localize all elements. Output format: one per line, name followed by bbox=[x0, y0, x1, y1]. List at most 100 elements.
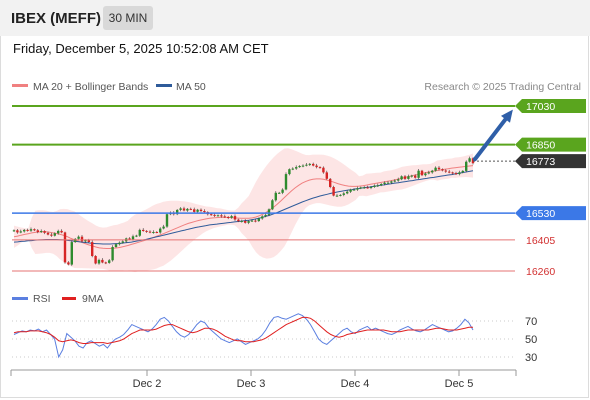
candle-body bbox=[213, 214, 216, 216]
candle-body bbox=[67, 262, 70, 265]
candle-body bbox=[186, 208, 189, 211]
target-tag bbox=[515, 99, 586, 113]
candle-body bbox=[305, 164, 308, 166]
candle-body bbox=[257, 218, 260, 222]
x-tick-label: Dec 3 bbox=[237, 378, 266, 390]
candle-body bbox=[363, 187, 366, 189]
candle-body bbox=[40, 231, 43, 233]
candle-body bbox=[43, 231, 46, 233]
candle-body bbox=[63, 232, 67, 263]
candle-body bbox=[138, 229, 141, 236]
candle-body bbox=[414, 175, 417, 178]
chart-frame bbox=[0, 36, 589, 398]
candle-body bbox=[104, 262, 107, 264]
candle-body bbox=[369, 187, 373, 188]
candle-body bbox=[373, 185, 376, 187]
header-bar bbox=[0, 0, 590, 36]
rsi-ma-legend-label: 9MA bbox=[82, 293, 104, 305]
candle-body bbox=[84, 240, 87, 242]
candle-body bbox=[77, 236, 80, 239]
candle-body bbox=[16, 230, 19, 233]
candle-body bbox=[210, 214, 213, 216]
candle-body bbox=[135, 235, 138, 237]
candle-body bbox=[441, 169, 444, 171]
candle-body bbox=[97, 259, 101, 264]
candle-body bbox=[267, 209, 271, 215]
timeframe-button[interactable]: 30 MIN bbox=[103, 6, 153, 30]
candle-body bbox=[261, 216, 264, 219]
candle-body bbox=[23, 229, 26, 232]
candle-body bbox=[216, 215, 220, 217]
candle-body bbox=[12, 230, 16, 232]
bollinger-band bbox=[14, 148, 473, 273]
rsi-tick-label: 30 bbox=[525, 352, 537, 364]
candle-body bbox=[417, 170, 420, 178]
candle-body bbox=[155, 232, 158, 233]
price-plot-area bbox=[12, 148, 475, 273]
candle-body bbox=[189, 208, 192, 210]
ma20-legend-swatch bbox=[12, 84, 28, 87]
candle-body bbox=[237, 219, 240, 222]
candle-body bbox=[400, 176, 403, 180]
rsi-line bbox=[13, 313, 474, 359]
candle-body bbox=[74, 238, 77, 243]
x-tick-label: Dec 4 bbox=[341, 378, 370, 390]
candle-body bbox=[352, 189, 356, 191]
candle-body bbox=[128, 238, 131, 240]
candle-body bbox=[376, 185, 379, 187]
candle-body bbox=[179, 208, 182, 210]
candle-body bbox=[176, 209, 179, 215]
candle-body bbox=[437, 167, 441, 170]
candle-body bbox=[162, 226, 165, 229]
candle-body bbox=[101, 259, 104, 263]
candle-body bbox=[332, 187, 335, 196]
candle-body bbox=[46, 232, 50, 235]
candle-body bbox=[57, 230, 60, 234]
candle-body bbox=[386, 182, 390, 184]
candle-body bbox=[87, 240, 90, 242]
candle-body bbox=[349, 189, 352, 192]
candle-body bbox=[410, 175, 413, 177]
candle-body bbox=[108, 260, 111, 263]
candle-body bbox=[335, 195, 339, 197]
candle-body bbox=[247, 221, 250, 223]
candle-body bbox=[366, 187, 369, 189]
candle-body bbox=[60, 230, 63, 233]
candle-body bbox=[227, 217, 230, 218]
rsi-ma-line bbox=[13, 316, 473, 345]
candle-body bbox=[240, 220, 243, 222]
candle-body bbox=[233, 216, 237, 220]
timestamp: Friday, December 5, 2025 10:52:08 AM CET bbox=[13, 41, 269, 56]
candle-body bbox=[203, 211, 206, 213]
x-axis: Dec 2 Dec 3 Dec 4 Dec 5 bbox=[10, 369, 517, 390]
candle-body bbox=[424, 173, 427, 176]
pivot-tag bbox=[515, 206, 586, 221]
candle-body bbox=[359, 187, 362, 189]
candle-body bbox=[250, 220, 254, 222]
candle-body bbox=[182, 208, 186, 211]
candle-body bbox=[318, 167, 322, 169]
x-tick-label: Dec 5 bbox=[445, 378, 474, 390]
candle-body bbox=[159, 228, 162, 233]
candle-body bbox=[196, 209, 199, 212]
candle-body bbox=[329, 178, 332, 187]
candle-body bbox=[468, 158, 471, 162]
rsi-ma-legend-swatch bbox=[62, 297, 76, 300]
candle-body bbox=[434, 167, 437, 171]
candle-body bbox=[142, 229, 145, 231]
candle-body bbox=[230, 216, 233, 218]
rsi-legend-swatch bbox=[12, 297, 28, 300]
candle-body bbox=[148, 231, 152, 233]
candle-body bbox=[152, 232, 155, 233]
candle-body bbox=[145, 230, 148, 232]
candle-body bbox=[295, 167, 298, 169]
candle-body bbox=[301, 165, 305, 167]
candle-body bbox=[26, 229, 29, 231]
candle-body bbox=[29, 229, 33, 231]
candle-body bbox=[342, 193, 345, 195]
level-lines: 17030 16850 16773 16530 16405 16260 bbox=[12, 99, 586, 278]
current-price-label: 16773 bbox=[526, 156, 555, 168]
candle-body bbox=[451, 172, 454, 174]
candle-body bbox=[111, 247, 114, 261]
